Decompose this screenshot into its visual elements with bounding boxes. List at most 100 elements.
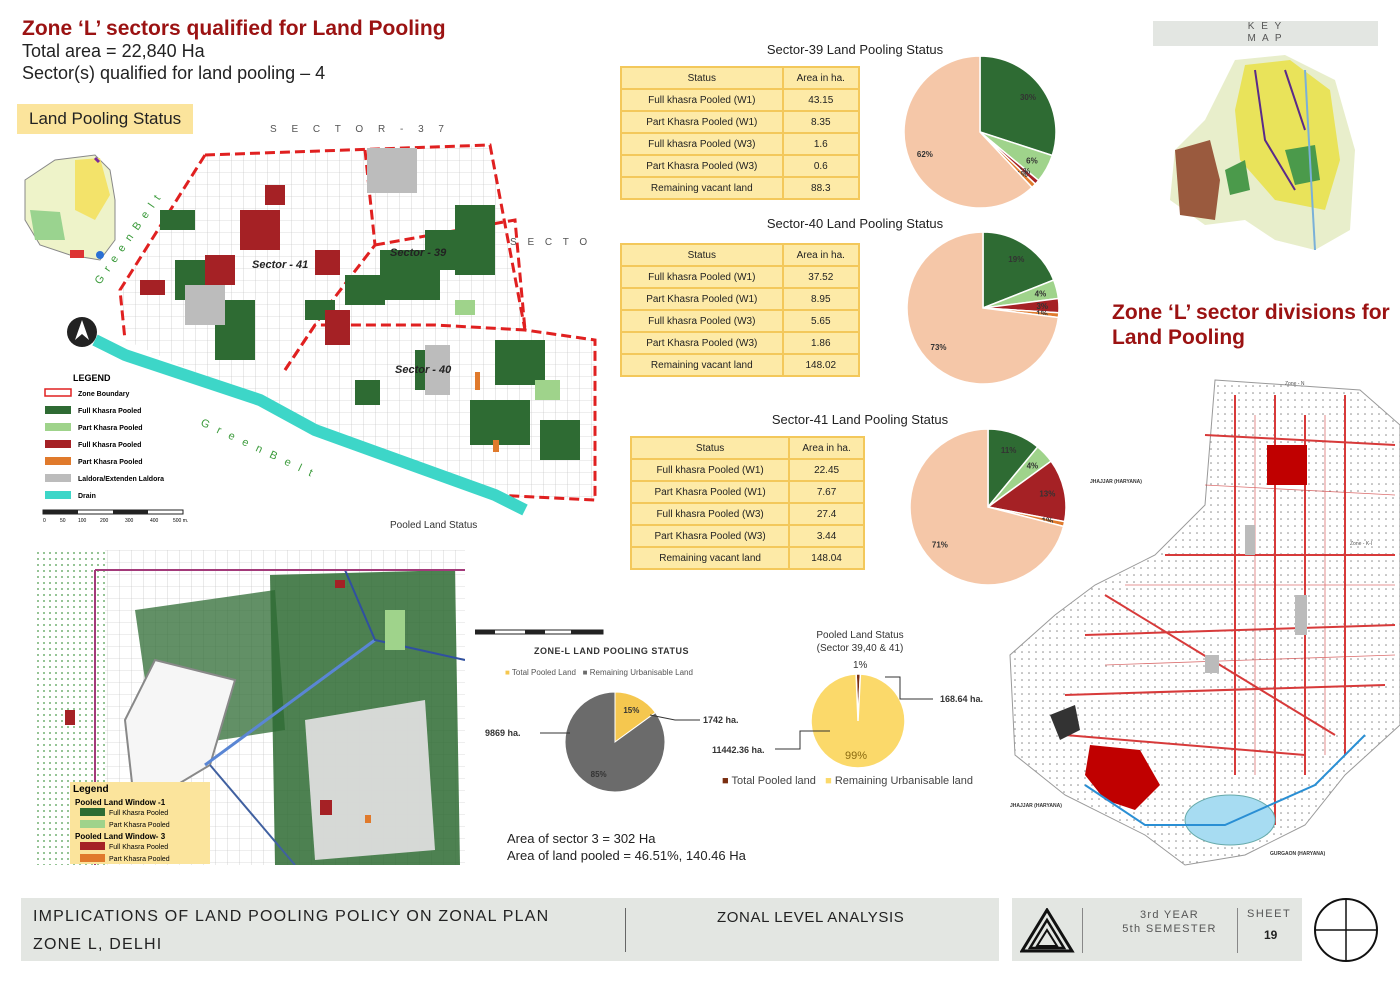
- label-sector40: Sector - 40: [395, 364, 452, 376]
- table-row: Full khasra Pooled (W1) 22.45: [629, 458, 865, 482]
- sector3-map: Legend Pooled Land Window -1 Full Khasra…: [35, 550, 465, 865]
- legend-item-drain: Drain: [78, 493, 96, 500]
- svg-text:0: 0: [43, 518, 46, 524]
- pie-label: 4%: [1027, 461, 1039, 470]
- pie-label: 13%: [1039, 490, 1055, 499]
- table-row: Remaining vacant land 88.3: [620, 176, 861, 200]
- zone-pie-legend: ■ Total Pooled Land ■ Remaining Urbanisa…: [505, 668, 693, 677]
- pie-slice: [906, 231, 1060, 385]
- inset-locator-map: [24, 154, 116, 261]
- svg-text:Part Khasra Pooled: Part Khasra Pooled: [109, 856, 170, 863]
- key-map-title: K E Y M A P: [1247, 21, 1284, 44]
- north-arrow-icon: [67, 317, 97, 347]
- table-row: Part Khasra Pooled (W1) 8.35: [620, 110, 861, 134]
- pie-label: 62%: [917, 150, 933, 159]
- pie-label: 30%: [1020, 93, 1036, 102]
- legend-item-part-khasra-w1: Part Khasra Pooled: [78, 425, 143, 432]
- legend-item-full-khasra-w1: Full Khasra Pooled: [78, 408, 141, 415]
- pie-label: 1%: [853, 660, 868, 671]
- scale-bar: 0 50 100 200 300 400 500 m.: [42, 509, 188, 524]
- sector41-title: Sector-41 Land Pooling Status: [771, 412, 949, 427]
- pie-label: 6%: [1026, 157, 1038, 166]
- svg-text:Full Khasra Pooled: Full Khasra Pooled: [109, 844, 168, 851]
- pie-label: 73%: [931, 343, 947, 352]
- label-sector-right: S E C T O: [510, 237, 591, 248]
- pie-slice: [909, 428, 1065, 586]
- sector40-title: Sector-40 Land Pooling Status: [766, 216, 944, 231]
- table-row: Part Khasra Pooled (W1) 8.95: [620, 287, 861, 311]
- pooled-land-pie-chart: 1% 99% 168.64 ha. 11442.36 ha.: [712, 660, 983, 769]
- footer-sheet: 3rd YEAR 5th SEMESTER SHEET 19: [1012, 898, 1302, 961]
- compass-circle-icon: [1314, 898, 1378, 962]
- pie-label: 4%: [1035, 289, 1047, 298]
- pooled-land-caption: Pooled Land Status: [390, 520, 477, 531]
- pie-slice: [564, 691, 666, 793]
- pooled-pie-title: Pooled Land Status (Sector 39,40 & 41): [816, 630, 904, 654]
- land-pooling-status-tag: Land Pooling Status: [17, 104, 194, 134]
- table-row: Full khasra Pooled (W1) 43.15: [620, 88, 861, 112]
- pie-slice: [982, 231, 1055, 310]
- sector3-legend-title: Legend: [73, 784, 109, 795]
- table-row: Full khasra Pooled (W3) 5.65: [620, 309, 861, 333]
- divisions-title: Zone ‘L’ sector divisions for Land Pooli…: [1112, 301, 1390, 349]
- jhajjar-label-top: JHAJJAR (HARYANA): [1090, 479, 1142, 485]
- zone-n-label: Zone - N: [1285, 381, 1305, 387]
- project-title: IMPLICATIONS OF LAND POOLING POLICY ON Z…: [33, 908, 550, 925]
- table-row: Part Khasra Pooled (W3) 1.86: [620, 331, 861, 355]
- legend-item-laldora: Laldora/Extenden Laldora: [78, 476, 164, 483]
- sector41-table: Status Area in ha. Full khasra Pooled (W1…: [629, 436, 865, 570]
- sector40-table: Status Area in ha. Full khasra Pooled (W1…: [620, 243, 861, 377]
- sector39-pie-chart: 30%6%1%1%62%: [903, 55, 1057, 209]
- svg-text:100: 100: [78, 518, 87, 524]
- zone-l-pie-chart: 15% 85% 1742 ha. 9869 ha.: [485, 691, 739, 793]
- zone-k-label: Zone - K-I: [1350, 541, 1372, 547]
- legend-title: LEGEND: [73, 373, 111, 383]
- pie-label: 99%: [845, 750, 867, 762]
- sector39-title: Sector-39 Land Pooling Status: [766, 42, 944, 57]
- remaining-value: 11442.36 ha.: [712, 745, 765, 755]
- pie-label: 71%: [932, 540, 948, 549]
- pie-slice: [903, 55, 1034, 209]
- sheet-label: SHEET: [1247, 908, 1292, 920]
- sector-divisions-map: JHAJJAR (HARYANA) JHAJJAR (HARYANA) Zone…: [1009, 379, 1400, 866]
- svg-text:Full Khasra Pooled: Full Khasra Pooled: [109, 810, 168, 817]
- zone-pooled-value: 1742 ha.: [703, 715, 739, 725]
- table-row: Full khasra Pooled (W3) 27.4: [629, 502, 865, 526]
- pie-label: 1%: [1016, 170, 1028, 179]
- legend-item-full-khasra-w3: Full Khasra Pooled: [78, 442, 141, 449]
- project-place: ZONE L, DELHI: [33, 936, 163, 953]
- table-row: Remaining vacant land 148.02: [620, 353, 861, 377]
- page-title: Zone ‘L’ sectors qualified for Land Pool…: [22, 17, 446, 40]
- label-sector37: S E C T O R - 3 7: [270, 124, 450, 135]
- sector3-area: Area of sector 3 = 302 Ha: [507, 831, 656, 846]
- pie-label: 85%: [591, 770, 607, 779]
- total-area: Total area = 22,840 Ha: [22, 41, 205, 61]
- svg-text:200: 200: [100, 518, 109, 524]
- legend-item-zone-boundary: Zone Boundary: [78, 391, 129, 398]
- year-semester: 3rd YEAR 5th SEMESTER: [1122, 909, 1217, 935]
- label-sector41: Sector - 41: [252, 259, 308, 271]
- pie-label: 3%: [1036, 302, 1048, 311]
- sectors-qualified: Sector(s) qualified for land pooling – 4: [22, 63, 326, 83]
- sector39-table: Status Area in ha. Full khasra Pooled (W1…: [620, 66, 861, 200]
- sector3-pooled: Area of land pooled = 46.51%, 140.46 Ha: [507, 848, 746, 863]
- zone-remaining-value: 9869 ha.: [485, 728, 521, 738]
- table-row: Part Khasra Pooled (W3) 0.6: [620, 154, 861, 178]
- zone-pie-title: ZONE-L LAND POOLING STATUS: [534, 646, 689, 656]
- table-row: Full khasra Pooled (W1) 37.52: [620, 265, 861, 289]
- sector41-pie-chart: 11% 4% 13% 1% 71%: [909, 428, 1067, 586]
- table-row: Part Khasra Pooled (W1) 7.67: [629, 480, 865, 504]
- gurgaon-label: GURGAON (HARYANA): [1270, 851, 1326, 857]
- footer-main: IMPLICATIONS OF LAND POOLING POLICY ON Z…: [21, 898, 999, 961]
- sheet-number: 19: [1264, 928, 1278, 942]
- sector3-window3: Pooled Land Window- 3: [75, 832, 166, 841]
- section-title: ZONAL LEVEL ANALYSIS: [717, 909, 905, 926]
- pie-slice: [986, 460, 1067, 523]
- logo-icon: [1020, 908, 1075, 953]
- pie-label: 1%: [1019, 167, 1031, 176]
- table-row: Part Khasra Pooled (W3) 3.44: [629, 524, 865, 548]
- pie-slice: [810, 673, 906, 769]
- sector-map: S E C T O R - 3 7 Sector - 41 Sector - 3…: [24, 124, 597, 531]
- pie-label: 11%: [1001, 446, 1017, 455]
- svg-text:50: 50: [60, 518, 66, 524]
